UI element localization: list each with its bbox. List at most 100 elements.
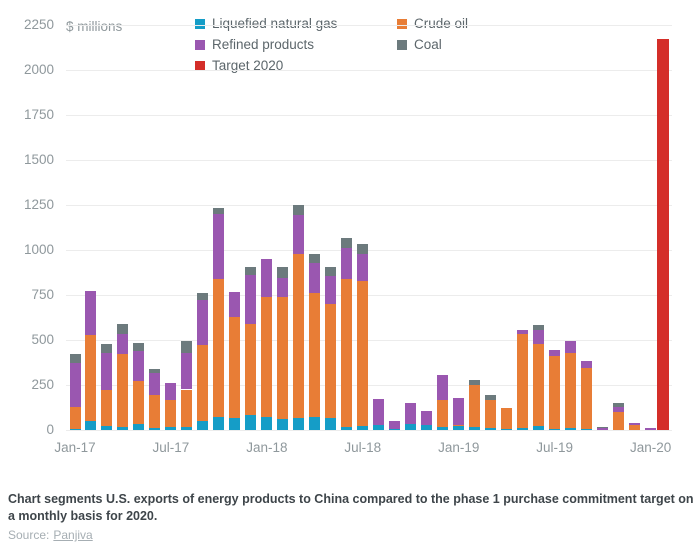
bar-May-19-crude — [517, 334, 529, 429]
bar-Jan-17-lng — [69, 429, 81, 430]
bar-Jun-17-refined — [149, 373, 161, 395]
bar-Aug-19-lng — [565, 428, 577, 430]
bar-Dec-17-crude — [245, 323, 257, 416]
bar-Apr-18-lng — [309, 417, 321, 430]
legend-item-lng: Liquefied natural gas — [195, 17, 397, 31]
bar-May-18-refined — [325, 276, 337, 304]
bar-Oct-18-lng — [405, 423, 417, 430]
y-axis-tick-1250: 1250 — [23, 197, 54, 212]
bar-Apr-17-coal — [117, 323, 129, 334]
bar-Jun-19-crude — [533, 343, 545, 427]
y-axis-tick-750: 750 — [31, 287, 54, 302]
bar-Sep-19-crude — [581, 367, 593, 429]
bar-Feb-18-crude — [277, 296, 289, 420]
bar-Aug-18-refined — [373, 399, 385, 425]
bar-Mar-18-coal — [293, 204, 305, 215]
y-axis-tick-0: 0 — [46, 422, 54, 437]
gridline-2000 — [66, 70, 672, 71]
bar-Apr-19-lng — [501, 429, 513, 430]
bar-Mar-17-crude — [101, 390, 113, 427]
y-axis-tick-1750: 1750 — [23, 107, 54, 122]
bar-Mar-18-crude — [293, 253, 305, 419]
bar-Sep-19-refined — [581, 361, 593, 368]
bar-Nov-19-crude — [613, 412, 625, 430]
bar-Nov-17-lng — [229, 418, 241, 430]
bar-Jan-17-coal — [69, 354, 81, 364]
bar-Dec-19-refined — [629, 422, 641, 425]
x-axis-tick-Jul-19: Jul-19 — [536, 440, 574, 455]
bar-Jun-17-lng — [149, 428, 161, 430]
bar-Oct-17-crude — [213, 278, 225, 418]
bar-Dec-18-lng — [437, 426, 449, 430]
bar-Feb-18-refined — [277, 277, 289, 297]
y-axis-tick-2250: 2250 — [23, 17, 54, 32]
chart-area: $ millions Liquefied natural gas Crude oi… — [23, 17, 672, 455]
bar-Sep-19-lng — [581, 428, 593, 430]
bar-Dec-17-lng — [245, 415, 257, 430]
source-link[interactable]: Panjiva — [53, 528, 93, 542]
gridline-0 — [66, 430, 672, 431]
bar-May-19-lng — [517, 428, 529, 430]
bar-Nov-19-coal — [613, 402, 625, 407]
bar-Nov-18-refined — [421, 411, 433, 425]
legend-item-crude: Crude oil — [397, 17, 468, 31]
bar-Jun-18-crude — [341, 279, 353, 427]
legend-swatch-lng-icon — [195, 19, 205, 29]
source-prefix: Source: — [8, 528, 50, 542]
bar-Dec-17-refined — [245, 275, 257, 324]
bar-Jul-17-refined — [165, 383, 177, 401]
bar-Feb-17-lng — [85, 421, 97, 430]
bar-target-2020 — [656, 39, 669, 430]
legend-label-coal: Coal — [414, 37, 442, 52]
gridline-750 — [66, 295, 672, 296]
bar-Jun-19-refined — [533, 329, 545, 344]
legend-label-refined: Refined products — [212, 37, 315, 52]
bar-Aug-19-crude — [565, 352, 577, 429]
y-axis-tick-1000: 1000 — [23, 242, 54, 257]
bar-Feb-19-coal — [469, 379, 481, 385]
bar-Oct-19-refined — [597, 427, 609, 430]
legend-swatch-refined-icon — [195, 40, 205, 50]
bar-Jun-17-coal — [149, 369, 161, 374]
bar-Mar-19-coal — [485, 395, 497, 401]
bar-Jan-19-lng — [453, 426, 465, 430]
bar-Jun-19-coal — [533, 324, 545, 330]
bar-Feb-18-lng — [277, 419, 289, 430]
bar-Apr-19-crude — [501, 408, 513, 430]
bar-Oct-17-coal — [213, 207, 225, 214]
bar-Jul-18-lng — [357, 426, 369, 430]
bar-Jul-17-lng — [165, 427, 177, 430]
bar-Jul-18-crude — [357, 280, 369, 427]
bar-Mar-17-coal — [101, 343, 113, 353]
legend-item-refined: Refined products — [195, 38, 397, 52]
legend-item-target: Target 2020 — [195, 59, 397, 73]
bar-May-18-lng — [325, 418, 337, 430]
bar-Oct-18-refined — [405, 403, 417, 424]
bar-Jun-19-lng — [533, 426, 545, 430]
bar-Apr-18-crude — [309, 292, 321, 418]
bar-Dec-18-crude — [437, 399, 449, 427]
gridline-1250 — [66, 205, 672, 206]
x-axis-tick-Jul-18: Jul-18 — [344, 440, 382, 455]
y-axis-tick-500: 500 — [31, 332, 54, 347]
legend-label-lng: Liquefied natural gas — [212, 16, 338, 31]
bar-Dec-19-crude — [629, 424, 641, 430]
bar-Feb-18-coal — [277, 267, 289, 278]
bar-Mar-18-refined — [293, 214, 305, 254]
x-axis-tick-Jan-18: Jan-18 — [246, 440, 288, 455]
gridline-1750 — [66, 115, 672, 116]
y-axis-tick-1500: 1500 — [23, 152, 54, 167]
bar-May-17-crude — [133, 380, 145, 425]
y-axis-tick-2000: 2000 — [23, 62, 54, 77]
bar-Aug-17-refined — [181, 352, 193, 390]
bar-Dec-18-refined — [437, 374, 449, 400]
bar-Sep-18-refined — [389, 421, 401, 429]
bar-Jun-17-crude — [149, 394, 161, 429]
bar-Sep-17-coal — [197, 293, 209, 301]
plot-area: 0 250 500 750 1000 1250 1500 1750 2000 2250 Jan-17… — [23, 17, 672, 455]
bar-Jul-18-refined — [357, 254, 369, 281]
bar-Aug-18-lng — [373, 424, 385, 430]
bar-Feb-17-crude — [85, 334, 97, 421]
bar-Mar-17-refined — [101, 352, 113, 391]
